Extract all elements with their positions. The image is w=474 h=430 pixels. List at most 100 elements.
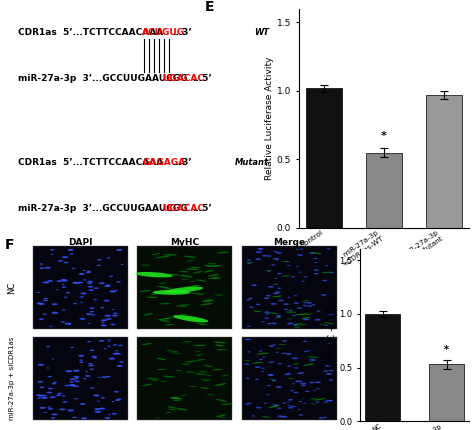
Ellipse shape bbox=[222, 375, 228, 376]
Ellipse shape bbox=[192, 293, 205, 295]
Ellipse shape bbox=[73, 282, 80, 284]
Ellipse shape bbox=[302, 305, 307, 306]
Text: ...3’: ...3’ bbox=[172, 28, 191, 37]
Ellipse shape bbox=[282, 353, 285, 354]
Ellipse shape bbox=[269, 313, 278, 314]
Ellipse shape bbox=[182, 341, 191, 342]
Ellipse shape bbox=[164, 317, 173, 319]
Ellipse shape bbox=[272, 296, 283, 297]
Ellipse shape bbox=[290, 390, 294, 391]
Bar bbox=[426, 95, 462, 228]
Ellipse shape bbox=[261, 371, 264, 372]
Ellipse shape bbox=[302, 300, 309, 301]
Ellipse shape bbox=[303, 319, 309, 320]
Ellipse shape bbox=[116, 281, 121, 283]
Ellipse shape bbox=[106, 284, 110, 286]
Ellipse shape bbox=[181, 304, 191, 305]
Ellipse shape bbox=[69, 253, 73, 255]
Ellipse shape bbox=[276, 316, 281, 317]
Ellipse shape bbox=[246, 262, 254, 263]
Ellipse shape bbox=[79, 359, 83, 361]
Ellipse shape bbox=[323, 370, 328, 372]
Ellipse shape bbox=[70, 384, 76, 387]
Ellipse shape bbox=[216, 415, 227, 417]
Ellipse shape bbox=[91, 356, 97, 357]
Ellipse shape bbox=[214, 383, 227, 386]
Text: ...3’: ...3’ bbox=[172, 158, 191, 167]
Ellipse shape bbox=[329, 400, 333, 401]
Ellipse shape bbox=[152, 253, 160, 255]
Ellipse shape bbox=[310, 403, 317, 404]
Ellipse shape bbox=[262, 255, 267, 257]
Ellipse shape bbox=[36, 292, 40, 293]
Ellipse shape bbox=[329, 272, 334, 273]
Ellipse shape bbox=[51, 417, 55, 419]
Ellipse shape bbox=[185, 361, 197, 362]
Ellipse shape bbox=[94, 408, 100, 410]
Ellipse shape bbox=[286, 353, 292, 355]
Ellipse shape bbox=[273, 380, 276, 381]
Ellipse shape bbox=[141, 264, 150, 266]
Ellipse shape bbox=[114, 353, 120, 354]
Ellipse shape bbox=[216, 399, 227, 402]
Ellipse shape bbox=[169, 274, 180, 276]
Ellipse shape bbox=[93, 394, 100, 396]
Text: miR-27a-3p + siCDR1as: miR-27a-3p + siCDR1as bbox=[9, 337, 15, 421]
Ellipse shape bbox=[324, 325, 328, 326]
Ellipse shape bbox=[295, 381, 301, 382]
Ellipse shape bbox=[86, 272, 91, 273]
Ellipse shape bbox=[275, 292, 281, 293]
Ellipse shape bbox=[159, 303, 171, 304]
Ellipse shape bbox=[43, 300, 48, 301]
Ellipse shape bbox=[146, 297, 158, 298]
Ellipse shape bbox=[196, 280, 207, 281]
Ellipse shape bbox=[112, 315, 118, 316]
Ellipse shape bbox=[295, 313, 308, 315]
Ellipse shape bbox=[94, 287, 99, 289]
Ellipse shape bbox=[277, 288, 282, 289]
Ellipse shape bbox=[282, 340, 287, 342]
Ellipse shape bbox=[276, 252, 282, 254]
Ellipse shape bbox=[301, 281, 305, 282]
Ellipse shape bbox=[61, 321, 65, 323]
Ellipse shape bbox=[251, 415, 255, 417]
Ellipse shape bbox=[151, 293, 161, 295]
Ellipse shape bbox=[55, 289, 59, 290]
Ellipse shape bbox=[288, 322, 293, 324]
Ellipse shape bbox=[173, 400, 182, 401]
Ellipse shape bbox=[76, 370, 80, 371]
Ellipse shape bbox=[294, 323, 302, 325]
Ellipse shape bbox=[72, 268, 75, 269]
Ellipse shape bbox=[278, 344, 286, 345]
Ellipse shape bbox=[176, 305, 187, 307]
Text: Mutant: Mutant bbox=[235, 158, 269, 167]
Ellipse shape bbox=[247, 351, 251, 353]
Ellipse shape bbox=[315, 402, 319, 403]
Ellipse shape bbox=[315, 319, 321, 321]
Ellipse shape bbox=[41, 397, 48, 399]
Ellipse shape bbox=[156, 358, 166, 360]
Ellipse shape bbox=[68, 249, 74, 251]
Ellipse shape bbox=[180, 275, 193, 277]
Ellipse shape bbox=[79, 273, 85, 275]
Ellipse shape bbox=[115, 399, 120, 401]
Ellipse shape bbox=[73, 282, 78, 283]
Ellipse shape bbox=[108, 341, 110, 342]
Ellipse shape bbox=[203, 265, 213, 266]
Ellipse shape bbox=[255, 366, 260, 368]
Ellipse shape bbox=[266, 394, 270, 395]
Ellipse shape bbox=[282, 416, 288, 418]
Ellipse shape bbox=[303, 363, 314, 366]
Ellipse shape bbox=[271, 322, 277, 324]
Ellipse shape bbox=[87, 341, 91, 342]
Ellipse shape bbox=[53, 381, 57, 383]
Ellipse shape bbox=[105, 315, 111, 317]
Ellipse shape bbox=[90, 350, 94, 351]
Ellipse shape bbox=[315, 398, 326, 400]
Ellipse shape bbox=[70, 378, 76, 380]
Ellipse shape bbox=[166, 287, 203, 293]
Ellipse shape bbox=[87, 281, 93, 283]
Ellipse shape bbox=[219, 417, 226, 418]
Ellipse shape bbox=[101, 322, 105, 323]
Ellipse shape bbox=[65, 322, 71, 325]
